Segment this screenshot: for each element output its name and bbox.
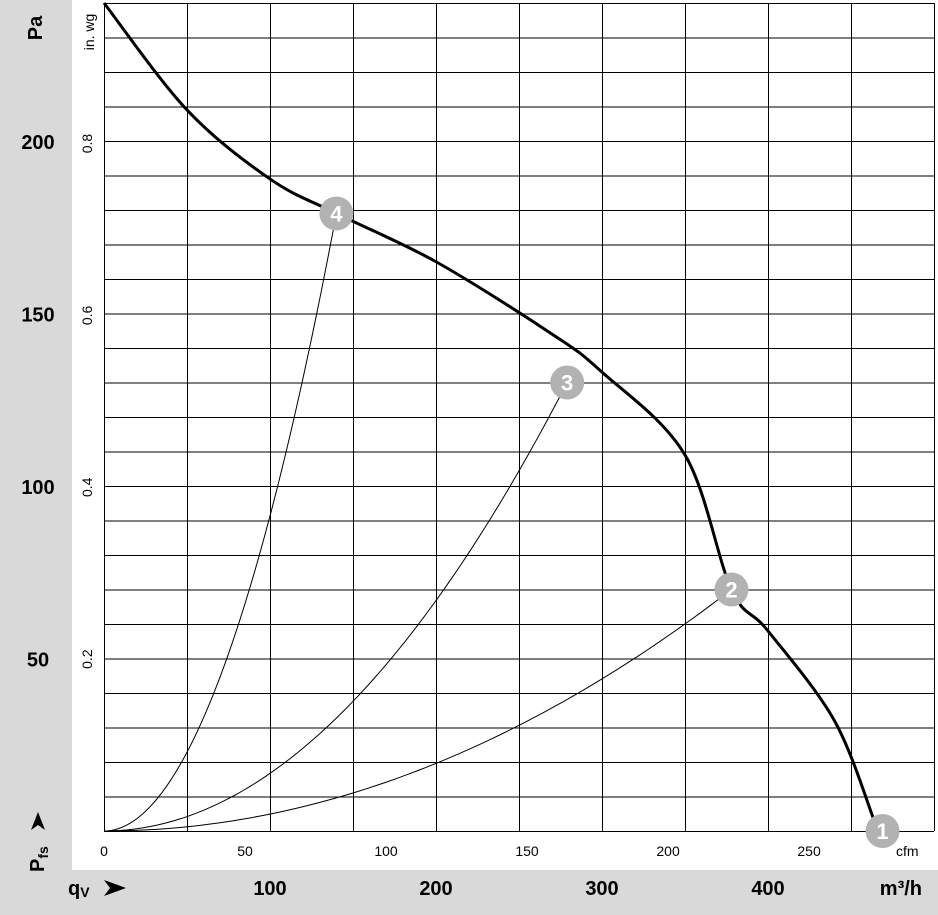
x-axis-band xyxy=(0,870,938,915)
y-tick-label-pa: 50 xyxy=(27,650,49,672)
x-tick-label-cfm: 250 xyxy=(797,843,821,859)
operating-point-3: 3 xyxy=(550,365,585,400)
x-tick-label-m3h: 100 xyxy=(253,878,286,900)
y-tick-label-pa: 150 xyxy=(21,305,54,327)
x-axis-symbol: qV xyxy=(68,878,126,900)
operating-point-label: 1 xyxy=(876,819,888,844)
x-tick-label-m3h: 300 xyxy=(585,878,618,900)
x-tick-label-cfm: 200 xyxy=(656,843,680,859)
operating-point-label: 3 xyxy=(561,371,573,396)
operating-point-label: 2 xyxy=(725,578,737,603)
y-unit-inwg: in. wg xyxy=(81,14,97,51)
y-axis-arrow-icon xyxy=(31,812,45,830)
x-axis-arrow-icon xyxy=(104,880,126,896)
grid xyxy=(104,3,935,832)
x-unit-cfm: cfm xyxy=(896,843,919,859)
y-tick-label-inwg: 0.6 xyxy=(79,305,95,325)
y-axis-symbol-main: P xyxy=(27,859,49,872)
y-axis-band xyxy=(0,0,72,915)
x-tick-label-cfm: 50 xyxy=(237,843,253,859)
x-tick-label-m3h: 400 xyxy=(751,878,784,900)
y-unit-pa: Pa xyxy=(25,15,47,40)
system-curve-4 xyxy=(103,213,337,832)
x-tick-label-cfm: 100 xyxy=(374,843,398,859)
operating-point-label: 4 xyxy=(330,201,343,226)
y-axis-symbol-sub: fs xyxy=(35,846,51,859)
y-tick-label-pa: 100 xyxy=(21,477,54,499)
y-tick-label-inwg: 0.2 xyxy=(79,649,95,669)
fan-curve xyxy=(102,2,876,822)
x-unit-m3h: m³/h xyxy=(880,878,922,900)
operating-point-1: 1 xyxy=(865,814,900,848)
x-tick-label-cfm: 0 xyxy=(100,843,108,859)
system-curve-3 xyxy=(103,382,568,832)
y-axis-symbol-text: Pfs xyxy=(27,846,51,872)
y-axis-symbol: Pfs xyxy=(27,812,51,872)
x-axis-symbol-main: q xyxy=(68,878,80,900)
x-axis-symbol-text: qV xyxy=(68,878,90,900)
y-tick-label-inwg: 0.8 xyxy=(79,134,95,154)
operating-point-marker xyxy=(550,365,585,400)
x-axis-symbol-sub: V xyxy=(80,884,90,900)
y-tick-label-pa: 200 xyxy=(21,132,54,154)
y-tick-label-inwg: 0.4 xyxy=(79,477,95,497)
operating-point-2: 2 xyxy=(714,572,749,607)
x-tick-label-cfm: 150 xyxy=(515,843,539,859)
operating-point-marker xyxy=(714,572,749,607)
operating-point-4: 4 xyxy=(319,196,354,231)
operating-point-marker xyxy=(319,196,354,231)
system-curve-2 xyxy=(103,589,732,832)
operating-point-marker xyxy=(865,814,900,848)
x-tick-label-m3h: 200 xyxy=(419,878,452,900)
